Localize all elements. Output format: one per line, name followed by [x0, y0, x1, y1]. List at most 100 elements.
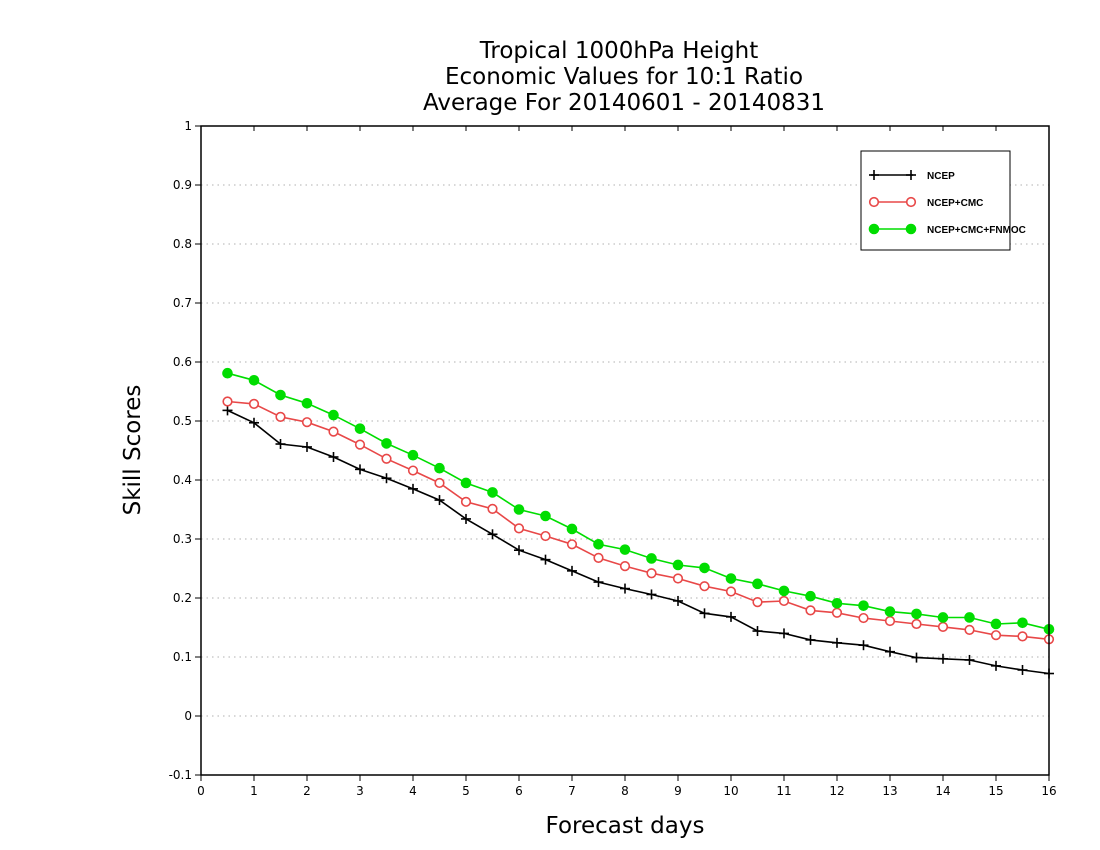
data-point	[354, 439, 366, 450]
data-point	[248, 398, 260, 409]
data-point	[461, 513, 471, 524]
data-point	[328, 451, 339, 462]
data-point	[355, 464, 365, 475]
data-point	[460, 477, 472, 489]
y-tick-label: 0.7	[173, 296, 192, 310]
x-tick-label: 13	[882, 784, 897, 798]
data-point	[487, 503, 498, 515]
x-tick-label: 14	[935, 784, 950, 798]
x-tick-label: 9	[674, 784, 682, 798]
data-point	[513, 504, 525, 515]
data-point	[699, 608, 710, 619]
data-point	[646, 589, 657, 600]
x-tick-label: 8	[621, 784, 629, 798]
data-point	[911, 608, 922, 620]
y-axis-label: Skill Scores	[120, 385, 146, 516]
data-point	[540, 510, 551, 522]
data-point	[302, 441, 312, 452]
data-point	[938, 653, 948, 664]
data-point	[778, 595, 790, 607]
x-tick-label: 6	[515, 784, 523, 798]
series-ncep	[222, 405, 1054, 679]
data-point	[725, 586, 737, 597]
data-point	[752, 578, 763, 590]
data-point	[381, 438, 392, 449]
data-point	[778, 585, 790, 597]
grid-lines	[201, 184, 1049, 717]
data-point	[354, 423, 366, 434]
data-point	[752, 597, 763, 608]
series-ncep-cmc-fnmoc	[222, 367, 1055, 635]
data-point	[964, 612, 975, 623]
data-point	[885, 646, 895, 657]
data-point	[593, 539, 604, 550]
legend-label: NCEP+CMC	[927, 198, 983, 209]
y-tick-label: 0.8	[173, 237, 192, 251]
data-point	[514, 545, 524, 556]
data-point	[726, 611, 736, 622]
y-axis: -0.1 0 0.1 0.2 0.3 0.4 0.5 0.6 0.7 0.8 0.9 1	[169, 119, 201, 782]
series-line	[227, 409, 1050, 675]
y-tick-label: 0	[184, 709, 192, 723]
data-point	[911, 618, 922, 630]
x-axis: 0 1 2 3 4 5 6 7 8 9 10 11 12 13 14 15 16	[197, 126, 1057, 798]
data-point	[301, 417, 313, 428]
data-point	[434, 462, 445, 474]
data-point	[460, 496, 472, 507]
data-point	[1017, 617, 1028, 629]
chart-title-line-3: Average For 20140601 - 20140831	[423, 90, 825, 116]
legend-item: NCEP+CMC+FNMOC	[868, 223, 1026, 236]
series-ncep-cmc	[222, 396, 1055, 645]
data-point	[328, 426, 339, 437]
data-point	[513, 523, 525, 534]
data-point	[1017, 631, 1028, 642]
data-point	[937, 612, 949, 623]
data-point	[831, 598, 843, 609]
y-tick-label: 0.3	[173, 532, 192, 546]
legend-item: NCEP	[869, 170, 955, 182]
y-tick-label: 0.4	[173, 473, 192, 487]
data-point	[540, 554, 551, 565]
data-point	[990, 618, 1002, 630]
x-tick-label: 16	[1041, 784, 1056, 798]
series-layer	[222, 367, 1055, 679]
data-point	[328, 409, 339, 421]
x-tick-label: 5	[462, 784, 470, 798]
data-point	[1017, 664, 1028, 675]
data-point	[275, 411, 286, 422]
data-point	[937, 621, 949, 633]
data-point	[831, 607, 843, 618]
data-point	[699, 562, 710, 574]
data-point	[805, 605, 816, 616]
x-tick-label: 0	[197, 784, 205, 798]
x-tick-label: 4	[409, 784, 417, 798]
data-point	[858, 640, 869, 651]
legend-marker	[906, 170, 916, 180]
data-point	[248, 374, 260, 386]
data-point	[805, 590, 816, 602]
data-point	[779, 628, 789, 639]
data-point	[593, 552, 604, 563]
data-point	[619, 544, 631, 555]
y-tick-label: 0.9	[173, 178, 192, 192]
data-point	[990, 630, 1002, 641]
y-tick-label: 0.2	[173, 591, 192, 605]
data-point	[593, 577, 604, 588]
x-tick-label: 10	[723, 784, 738, 798]
data-point	[619, 561, 631, 572]
data-point	[672, 559, 684, 571]
data-point	[275, 389, 286, 401]
data-point	[407, 465, 419, 476]
data-point	[222, 396, 233, 407]
data-point	[858, 612, 869, 624]
legend-label: NCEP+CMC+FNMOC	[927, 225, 1026, 236]
legend-marker	[869, 170, 879, 180]
x-tick-label: 12	[829, 784, 844, 798]
data-point	[964, 654, 975, 665]
data-point	[381, 473, 392, 484]
x-tick-label: 7	[568, 784, 576, 798]
data-point	[301, 398, 313, 409]
data-point	[699, 581, 710, 592]
